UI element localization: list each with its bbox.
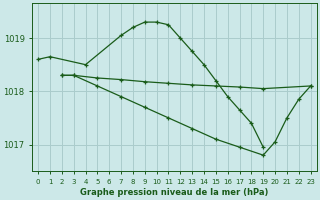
X-axis label: Graphe pression niveau de la mer (hPa): Graphe pression niveau de la mer (hPa)	[80, 188, 268, 197]
